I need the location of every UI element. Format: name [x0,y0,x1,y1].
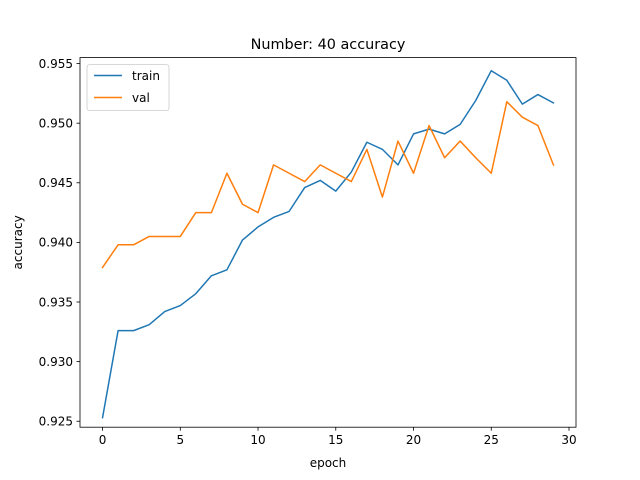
x-tick-label: 10 [250,433,265,447]
plot-area [80,57,576,428]
y-tick-label: 0.935 [39,295,73,309]
chart-title: Number: 40 accuracy [251,37,406,53]
y-tick-label: 0.955 [39,57,73,71]
series-line-train [101,69,555,419]
x-tick-label: 5 [176,433,184,447]
plot-frame [79,57,577,428]
x-tick-label: 20 [406,433,421,447]
legend-label-val: val [132,91,150,105]
y-axis-label: accuracy [11,215,25,269]
legend: train val [86,64,170,111]
x-axis-label: epoch [310,456,347,470]
y-tick-label: 0.945 [39,176,73,190]
axes-layer: 0 5 10 15 20 25 30 0.925 0.930 0.935 0.940 0.945 0.9… [39,57,577,447]
y-tick-label: 0.925 [39,415,73,429]
x-tick-label: 0 [99,433,107,447]
x-tick-label: 15 [328,433,343,447]
y-tick-label: 0.940 [39,236,73,250]
y-tick-label: 0.950 [39,116,73,130]
series-line-val [101,100,555,269]
x-tick-label: 25 [484,433,499,447]
y-tick-label: 0.930 [39,355,73,369]
legend-label-train: train [132,69,160,83]
series-layer [101,69,555,419]
x-tick-label: 30 [561,433,576,447]
